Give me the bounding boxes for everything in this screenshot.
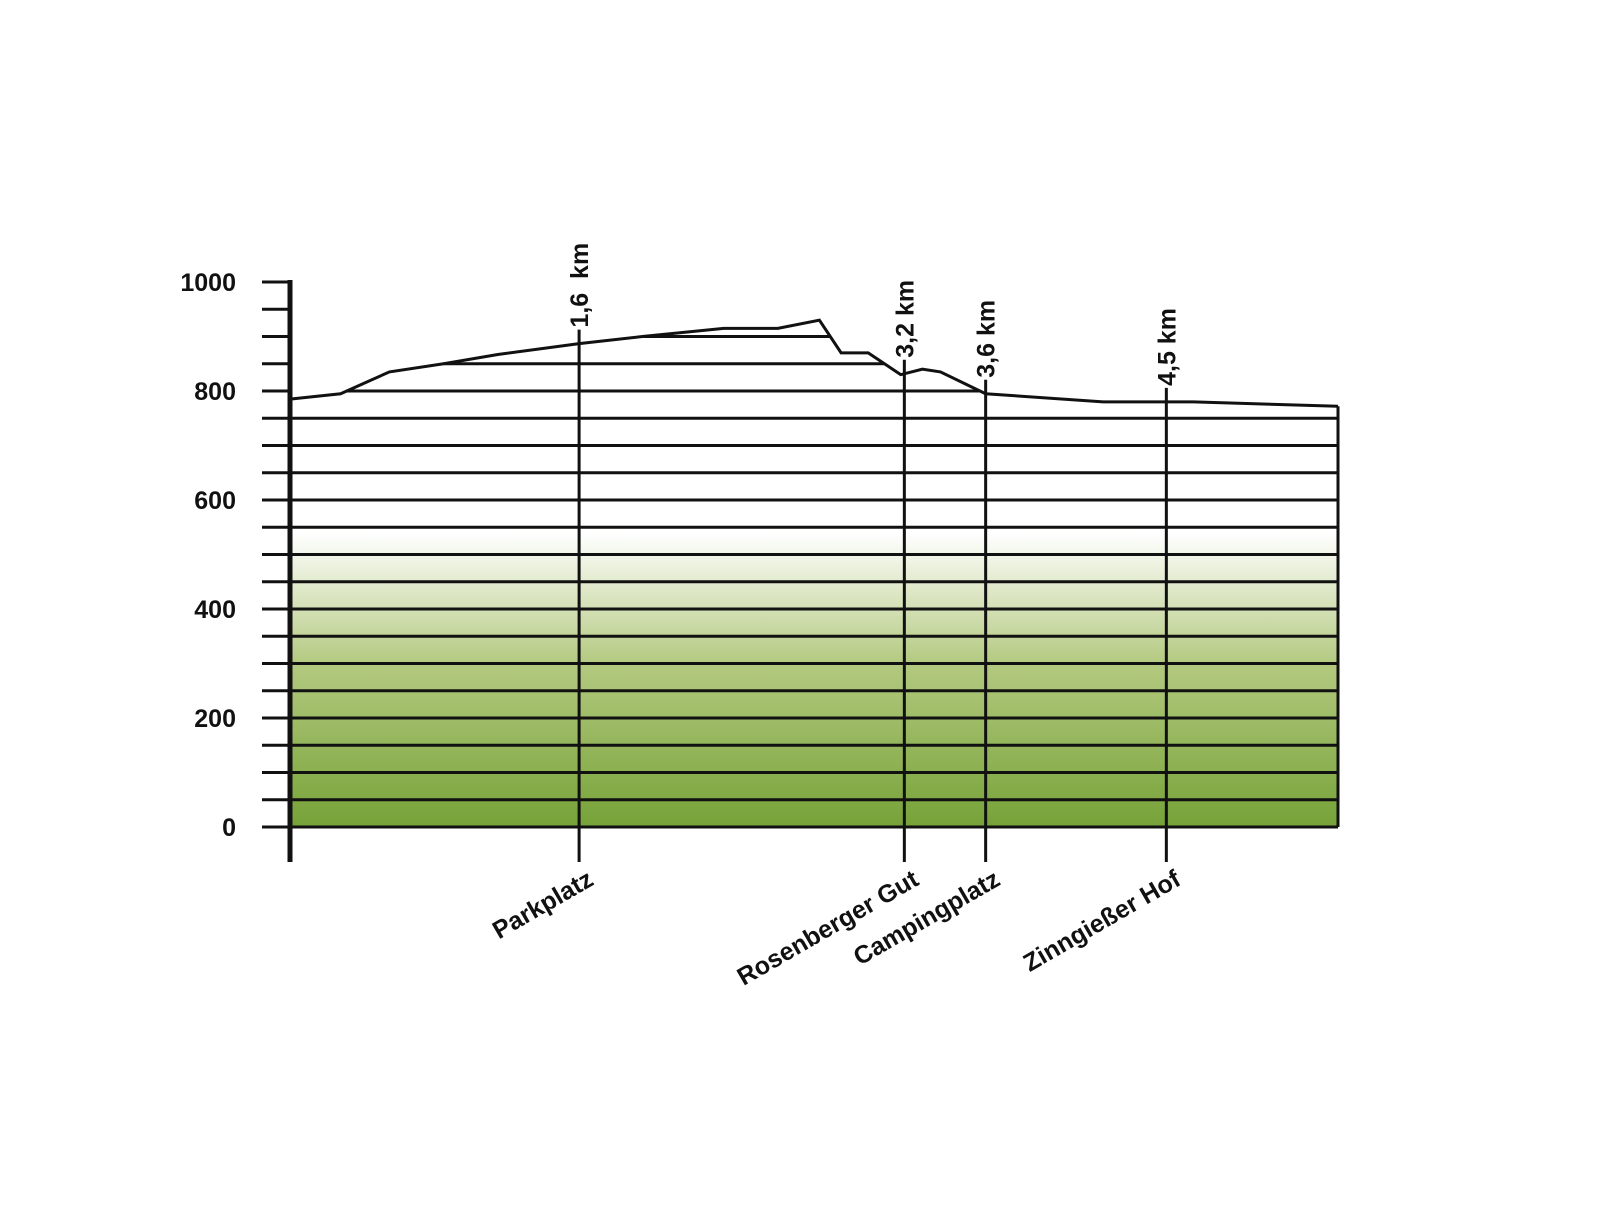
- y-tick-label: 400: [194, 596, 236, 624]
- elevation-area: [290, 320, 1338, 827]
- axes-layer: 0 200 400 600 800 1000: [180, 269, 293, 862]
- y-tick-label: 0: [222, 814, 236, 842]
- grid-layer: [290, 335, 1340, 829]
- marker-place-label: Parkplatz: [488, 865, 598, 945]
- y-tick-label: 200: [194, 705, 236, 733]
- y-tick-label: 600: [194, 487, 236, 515]
- markers-layer: [577, 329, 1168, 862]
- marker-km-label: 3,6 km: [973, 300, 1001, 378]
- marker-km-label: 4,5 km: [1153, 308, 1181, 386]
- y-tick-label: 800: [194, 378, 236, 406]
- marker-place-label: Zinngießer Hof: [1019, 865, 1186, 978]
- y-tick-label: 1000: [180, 269, 236, 297]
- area-layer: [290, 320, 1338, 827]
- marker-km-label: 1,6 km: [566, 243, 594, 328]
- marker-km-label: 3,2 km: [891, 280, 919, 358]
